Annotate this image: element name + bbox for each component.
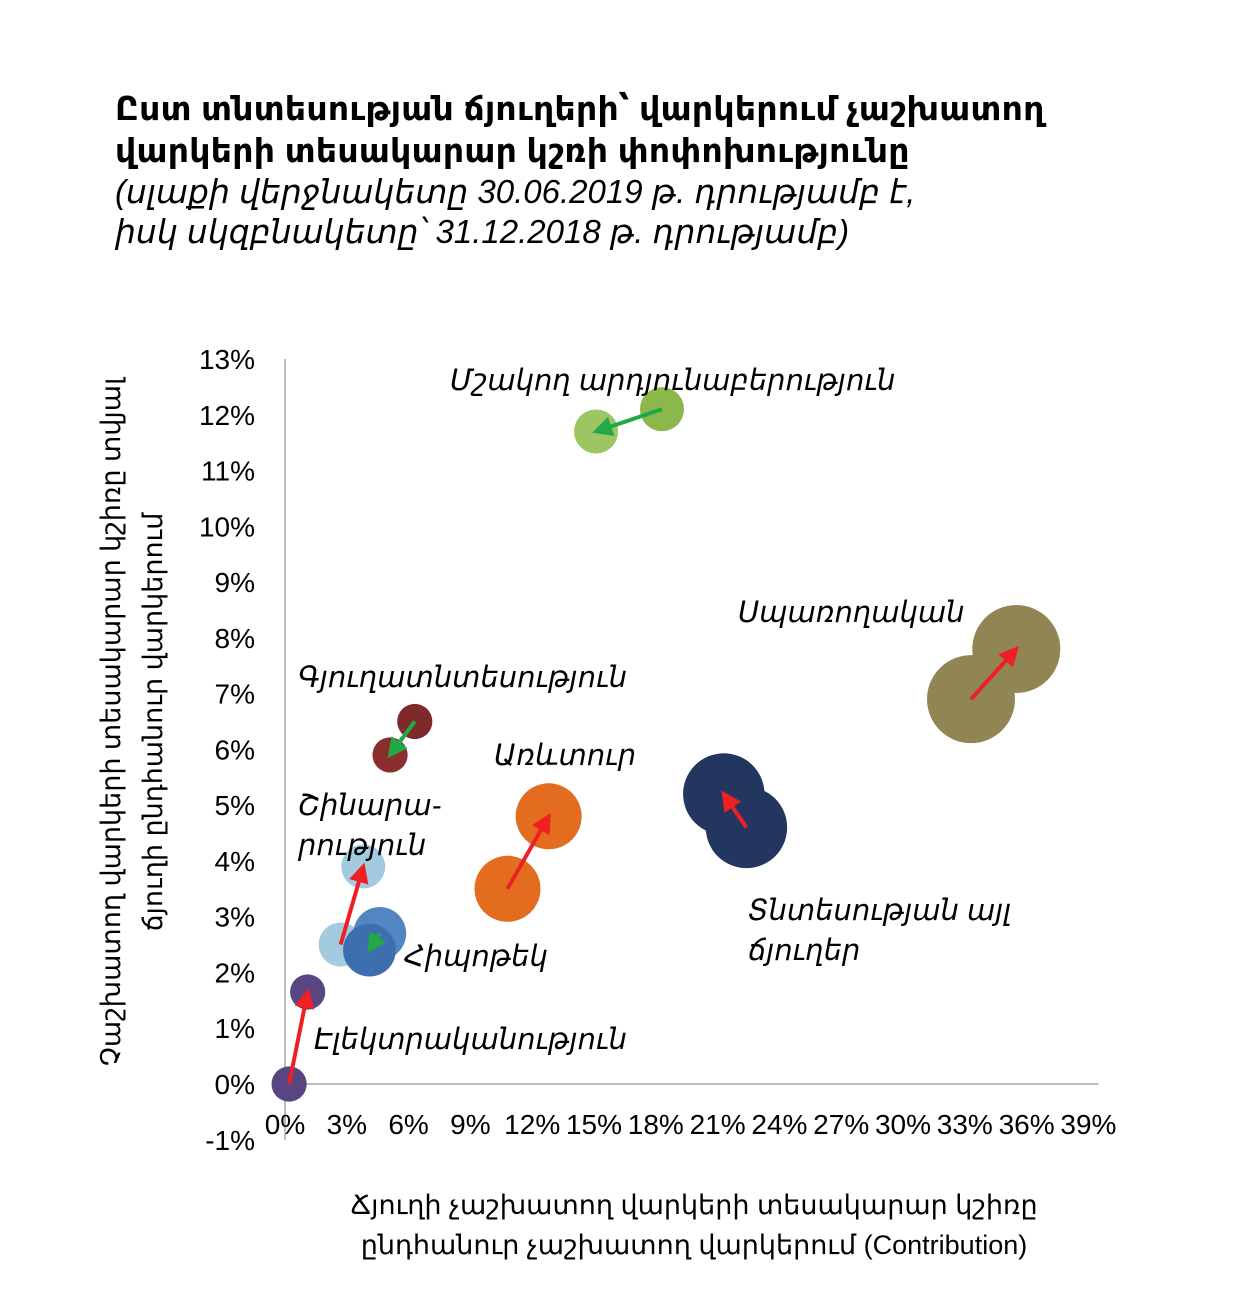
x-axis-title: ընդհանուր չաշխատող վարկերում (Contributi…: [361, 1230, 1027, 1260]
category-label: Առևտուր: [494, 740, 636, 772]
chart-subtitle-line-1: (սլաքի վերջնակետը 30.06.2019 թ. դրությամ…: [115, 173, 916, 210]
y-tick-label: 12%: [199, 400, 255, 431]
category-label: Տնտեսության այլ: [748, 895, 1011, 927]
x-tick-label: 21%: [690, 1109, 746, 1140]
x-tick-label: 3%: [327, 1109, 367, 1140]
y-tick-label: 3%: [215, 902, 255, 933]
y-tick-label: 4%: [215, 846, 255, 877]
x-tick-label: 27%: [813, 1109, 869, 1140]
y-tick-label: 11%: [201, 456, 255, 487]
change-arrow: [721, 790, 749, 829]
y-axis-title: Չաշխատող վարկերի տեսակարար կշիռը տվյալ: [96, 376, 126, 1066]
bubble-end: [972, 604, 1061, 693]
y-tick-label: 6%: [215, 734, 255, 765]
chart-title-block: Ըստ տնտեսության ճյուղերի՝ վարկերում չաշխ…: [115, 88, 1215, 252]
change-arrow: [505, 812, 551, 890]
y-tick-label: 1%: [215, 1013, 255, 1044]
x-tick-label: 24%: [751, 1109, 807, 1140]
y-tick-label: 7%: [215, 679, 255, 710]
bubble-end: [372, 737, 408, 773]
x-tick-label: 6%: [388, 1109, 428, 1140]
x-tick-label: 9%: [450, 1109, 490, 1140]
category-labels-group: Մշակող արդյունաբերություն Սպառողական Գյուղ…: [297, 365, 1011, 1056]
change-arrow: [287, 988, 315, 1085]
chart-title-line-2: վարկերի տեսակարար կշռի փոփոխությունը: [115, 132, 910, 169]
category-label: Էլեկտրականություն: [314, 1024, 627, 1056]
x-tick-label: 39%: [1060, 1109, 1116, 1140]
category-label: Շինարա-: [298, 790, 441, 822]
change-arrow: [969, 646, 1019, 701]
y-tick-label: -1%: [205, 1125, 255, 1156]
x-tick-label: 0%: [265, 1109, 305, 1140]
change-arrow: [367, 931, 387, 954]
bubbles-group: [271, 387, 1061, 1102]
x-axis-title: Ճյուղի չաշխատող վարկերի տեսակարար կշիռը: [350, 1190, 1037, 1220]
x-tick-label: 15%: [566, 1109, 622, 1140]
change-arrow: [338, 862, 369, 946]
category-label: Սպառողական: [738, 597, 965, 629]
x-tick-label: 30%: [875, 1109, 931, 1140]
x-tick-label: 36%: [999, 1109, 1055, 1140]
category-label: Գյուղատնտեսություն: [298, 662, 627, 694]
change-arrow: [387, 720, 417, 759]
y-axis-title-group: Չաշխատող վարկերի տեսակարար կշիռը տվյալ ճյ…: [96, 376, 168, 1066]
chart-subtitle-line-2: իսկ սկզբնակետը՝ 31.12.2018 թ. դրությամբ): [115, 213, 850, 250]
x-tick-label: 12%: [504, 1109, 560, 1140]
y-tick-label: 8%: [215, 623, 255, 654]
x-tick-label: 18%: [628, 1109, 684, 1140]
y-tick-label: 13%: [199, 344, 255, 375]
category-label: ճյուղեր: [748, 935, 860, 967]
arrows-group: [287, 407, 1019, 1085]
x-tick-label: 33%: [937, 1109, 993, 1140]
y-tick-label: 0%: [215, 1069, 255, 1100]
y-tick-label: 5%: [215, 790, 255, 821]
y-axis-title: ճյուղի ընդհանուր վարկերում: [138, 512, 168, 932]
axis-titles-group: Ճյուղի չաշխատող վարկերի տեսակարար կշիռը ը…: [96, 376, 1038, 1260]
chart-title-line-1: Ըստ տնտեսության ճյուղերի՝ վարկերում չաշխ…: [115, 90, 1045, 127]
y-tick-label: 2%: [215, 957, 255, 988]
category-label: Հիպոթեկ: [404, 941, 548, 973]
tick-labels-group: 0% 3% 6% 9% 12% 15% 18% 21% 24% 27% 30% 33% 36% 39%-1…: [199, 344, 1116, 1156]
y-tick-label: 10%: [199, 511, 255, 542]
bubble-start: [474, 855, 541, 922]
category-label: Մշակող արդյունաբերություն: [450, 365, 895, 397]
y-tick-label: 9%: [215, 567, 255, 598]
category-label: րություն: [297, 830, 426, 862]
change-arrow: [592, 407, 663, 436]
axes-group: [284, 358, 1099, 1140]
